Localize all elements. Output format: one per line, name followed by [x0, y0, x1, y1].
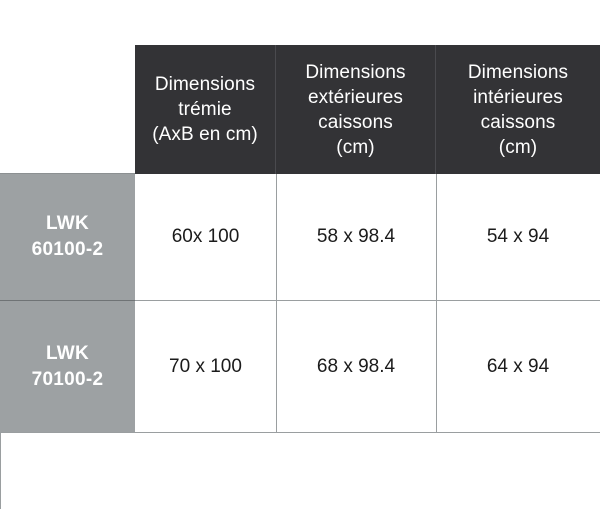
- row-label-line-1: LWK: [45, 342, 90, 364]
- table-header-row: Dimensions trémie (AxB en cm) Dimensions…: [135, 45, 600, 174]
- table-cell-interieures-row-2: 64 x 94: [436, 301, 600, 432]
- column-header-line-1: Dimensions: [467, 61, 569, 83]
- column-header-line-3: caissons: [318, 111, 393, 133]
- column-header-line-1: Dimensions: [154, 74, 256, 95]
- column-header-dimensions-exterieures: Dimensions extérieures caissons (cm): [276, 45, 436, 174]
- column-divider-1: [276, 174, 277, 432]
- table-cell-interieures-row-1: 54 x 94: [436, 174, 600, 300]
- table-cell-exterieures-row-1: 58 x 98.4: [276, 174, 436, 300]
- row-label-lwk-70100-2: LWK 70100-2: [0, 301, 135, 432]
- column-header-line-2: intérieures: [473, 86, 563, 108]
- row-label-line-2: 70100-2: [31, 368, 104, 390]
- column-header-dimensions-tremie: Dimensions trémie (AxB en cm): [135, 45, 276, 174]
- row-label-line-2: 60100-2: [31, 239, 104, 260]
- column-header-line-3: caissons: [480, 111, 556, 133]
- column-header-line-4: (cm): [498, 136, 538, 158]
- table-cell-tremie-row-1: 60x 100: [135, 174, 276, 300]
- row-label-line-1: LWK: [45, 213, 90, 234]
- column-header-line-1: Dimensions: [305, 61, 406, 83]
- column-header-line-3: (AxB en cm): [152, 124, 258, 145]
- column-header-dimensions-interieures: Dimensions intérieures caissons (cm): [436, 45, 600, 174]
- column-header-line-2: extérieures: [307, 86, 404, 108]
- row-label-lwk-60100-2: LWK 60100-2: [0, 174, 135, 300]
- column-header-line-4: (cm): [336, 136, 375, 158]
- row-divider-1: [135, 300, 600, 301]
- table-bottom-border: [0, 432, 600, 433]
- column-divider-2: [436, 174, 437, 432]
- column-header-line-2: trémie: [178, 99, 232, 120]
- rowlabel-separator: [0, 300, 135, 301]
- table-left-border-tail: [0, 433, 1, 509]
- table-cell-tremie-row-2: 70 x 100: [135, 301, 276, 432]
- rowlabel-column-top-edge: [0, 173, 135, 174]
- table-cell-exterieures-row-2: 68 x 98.4: [276, 301, 436, 432]
